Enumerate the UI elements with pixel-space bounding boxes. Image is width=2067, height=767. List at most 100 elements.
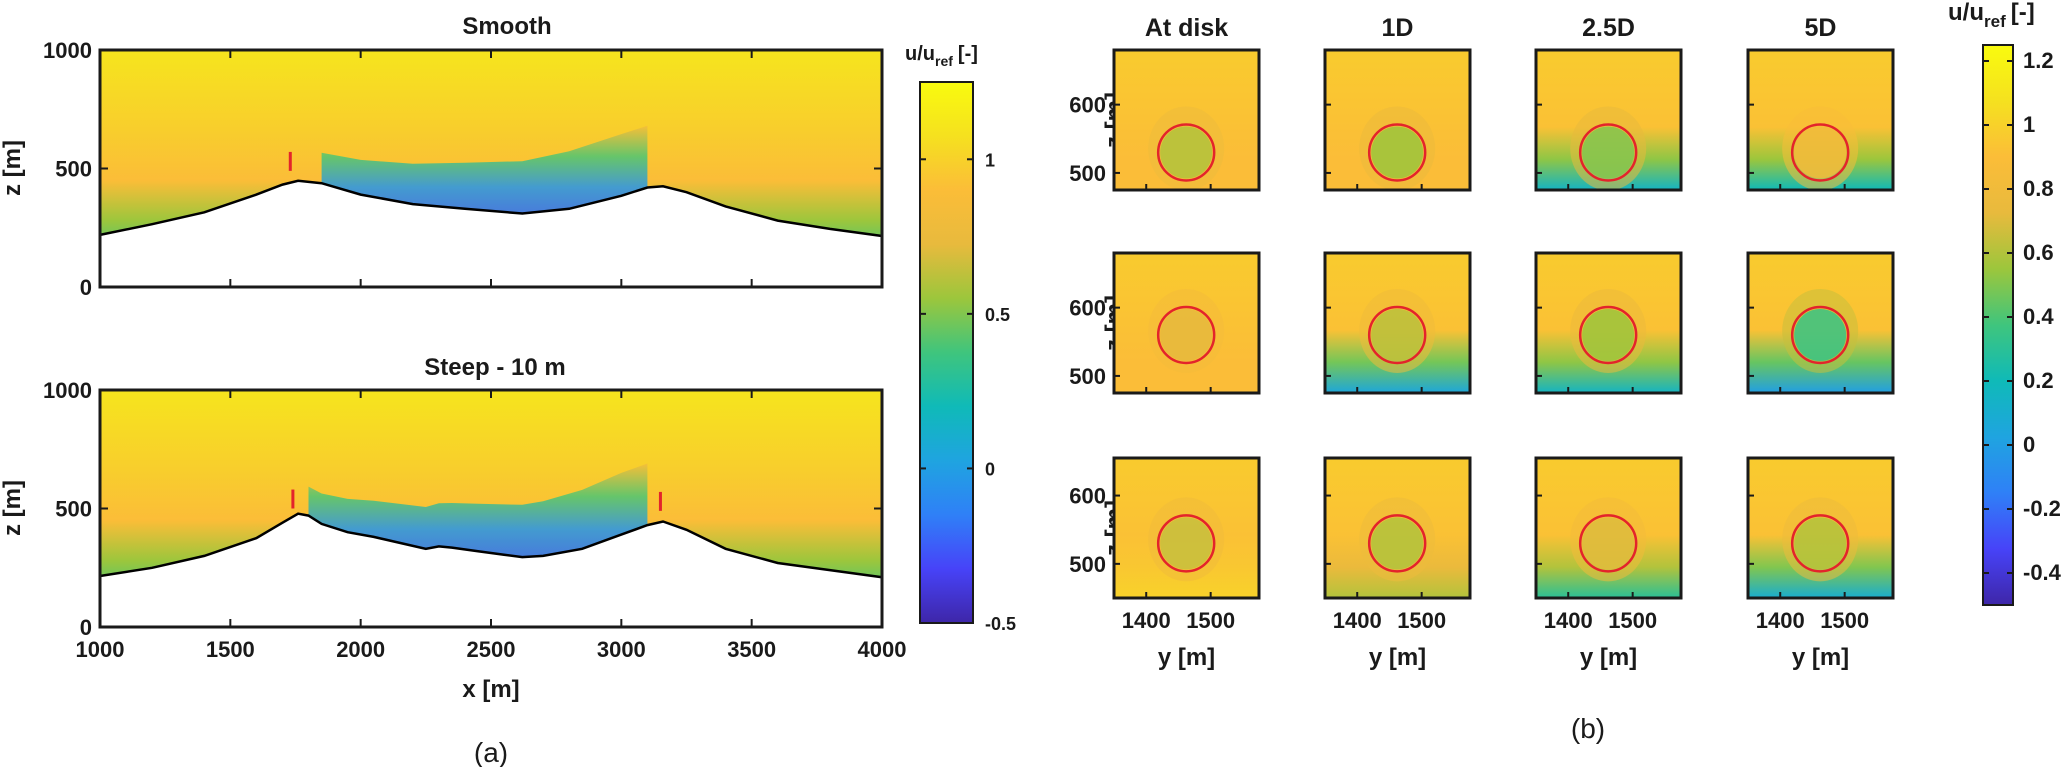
xlabel-a: x [m] [462,676,519,703]
slice-panel: 500 600 [1069,48,1261,192]
slice-panel [1323,251,1472,395]
colorbar-a-title-unit: [-] [958,43,978,65]
wake-core [1160,126,1213,179]
x-tick-label: 1400 [1122,608,1171,633]
wake-core [1371,517,1424,570]
colorbar-tick-label: 0 [985,459,995,479]
colorbar-b-title-unit: [-] [2011,0,2035,26]
slice-axes-box [1746,48,1895,192]
y-tick-label: 0 [80,615,92,640]
rotor-disk-outline [1790,305,1850,365]
slice-axes-box [1112,251,1261,395]
x-tick-label: 1500 [1397,608,1446,633]
x-tick-label: 2000 [336,637,385,662]
colorbar-tick-label: 0.6 [2023,240,2054,265]
colorbar-tick-label: -0.4 [2023,560,2062,585]
rotor-disk-outline [1367,123,1427,182]
colorbar-b-title: u/uref [-] [1948,0,2035,31]
y-tick-label: 600 [1069,484,1106,509]
slice-panel: 1400 1500 y [m] [1534,456,1683,671]
y-tick-label: 600 [1069,93,1106,118]
rotor-disk-outline [1578,123,1638,182]
y-tick-label: 1000 [43,378,92,403]
column-xlabel: y [m] [1369,644,1426,671]
slice-panel [1746,48,1895,192]
column-title: 5D [1805,14,1837,42]
slice-panel: 500 600 1400 1500 y [m] [1069,456,1261,671]
slice-axes-box [1534,456,1683,600]
colorbar-a-title-base: u/u [905,43,935,65]
colorbar-tick-label: 1 [2023,112,2035,137]
slice-axes-box [1534,251,1683,395]
slice-axes-box [1323,48,1472,192]
colorbar-tick-label: 1.2 [2023,48,2054,73]
slice-axes-box [1112,456,1261,600]
colorbar-a-bar [919,81,974,624]
wake-core [1371,308,1424,361]
rotor-disk-outline [1156,305,1216,365]
slice-panel: 1400 1500 y [m] [1746,456,1895,671]
column-xlabel: y [m] [1158,644,1215,671]
colorbar-tick-label: -0.2 [2023,496,2061,521]
y-tick-label: 500 [55,497,92,522]
column-xlabel: y [m] [1580,644,1637,671]
x-ticks-steep: 1000 1500 2000 2500 3000 3500 4000 [76,390,907,662]
rotor-disk-outline [1156,514,1216,573]
slice-axes-box [1746,251,1895,395]
x-tick-label: 1500 [206,637,255,662]
rotor-disk-outline [1790,123,1850,182]
colorbar-b-title-sub: ref [1984,12,2006,31]
colorbar-tick-label: 0.4 [2023,304,2054,329]
wake-core [1160,517,1213,570]
y-tick-label: 500 [1069,552,1106,577]
x-tick-label: 4000 [858,637,907,662]
slice-panel [1746,251,1895,395]
colorbar-b-title-base: u/u [1948,0,1984,26]
y-ticks-smooth: 0 500 1000 [43,38,882,300]
rotor-disk-outline [1578,305,1638,365]
slice-panel: 1400 1500 y [m] [1323,456,1472,671]
subplot-smooth: Smooth 0 500 1000 z [m] [0,13,884,300]
wake-core [1582,517,1635,570]
y-tick-label: 1000 [43,38,92,63]
x-tick-label: 1000 [76,637,125,662]
y-tick-label: 500 [1069,364,1106,389]
column-title: At disk [1145,14,1228,42]
wake-core [1794,126,1847,179]
slice-axes-box [1323,456,1472,600]
panel-b-label: (b) [1571,713,1605,744]
y-tick-label: 600 [1069,296,1106,321]
x-tick-label: 1500 [1608,608,1657,633]
y-tick-label: 0 [80,275,92,300]
x-tick-label: 1400 [1756,608,1805,633]
y-tick-label: 500 [55,157,92,182]
colorbar-a-ticks: -0.5 0 0.5 1 [920,150,1016,634]
x-tick-label: 3000 [597,637,646,662]
subplot-steep: Steep - 10 m 0 500 1000 1000 1500 2000 2500 30… [0,354,906,703]
wake-steep [308,463,648,558]
wake-core [1160,308,1213,361]
colorbar-b-bar [1982,44,2014,606]
slice-panel [1534,48,1683,192]
x-tick-label: 1500 [1186,608,1235,633]
colorbar-b-ticks: -0.4 -0.2 0 0.2 0.4 0.6 0.8 1 1.2 [1983,48,2062,585]
wake-core [1794,517,1847,570]
column-title: 2.5D [1582,14,1635,42]
colorbar-tick-label: 0.2 [2023,368,2054,393]
rotor-disk-outline [1578,514,1638,573]
slice-axes-box [1746,456,1895,600]
terrain-steep [98,512,884,629]
rotor-disk-outline [1367,305,1427,365]
wake-smooth [321,125,648,214]
x-tick-label: 1400 [1333,608,1382,633]
x-tick-label: 2500 [467,637,516,662]
rotor-disk-outline [1156,123,1216,182]
x-tickmarks-smooth [99,50,883,287]
panel-a-label: (a) [474,737,508,767]
colorbar-a-title-sub: ref [935,53,953,69]
terrain-smooth [98,179,884,289]
colorbar-tick-label: 0.5 [985,305,1010,325]
subplot-title-steep: Steep - 10 m [424,354,565,381]
